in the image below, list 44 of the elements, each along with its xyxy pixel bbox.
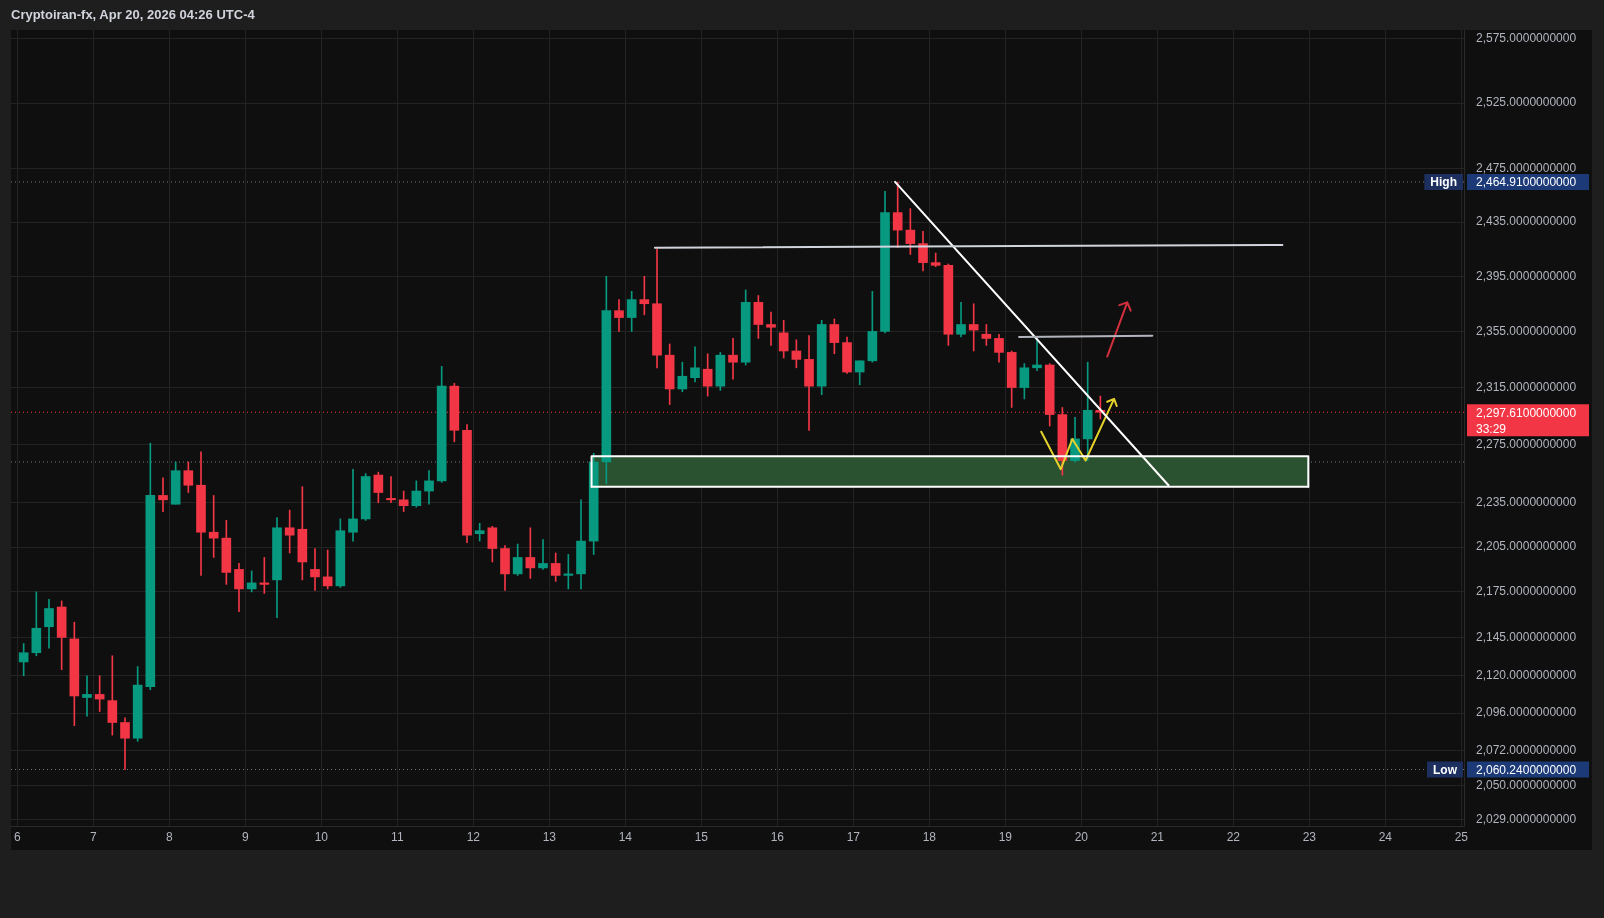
y-tick-label: 2,050.0000000000 — [1476, 778, 1577, 793]
x-tick-label: 15 — [694, 829, 709, 844]
y-tick-label: 2,235.0000000000 — [1476, 495, 1577, 510]
y-tick-label: 2,435.0000000000 — [1476, 214, 1577, 229]
y-tick-label: 2,120.0000000000 — [1476, 668, 1577, 683]
x-tick-label: 18 — [922, 829, 937, 844]
x-tick-label: 10 — [314, 829, 329, 844]
y-tick-label: 2,029.0000000000 — [1476, 811, 1577, 826]
y-tick-label: 2,315.0000000000 — [1476, 379, 1577, 394]
x-tick-label: 6 — [13, 829, 21, 844]
chart-title: Cryptoiran-fx, Apr 20, 2026 04:26 UTC-4 — [11, 7, 255, 22]
y-tick-label: 2,205.0000000000 — [1476, 539, 1577, 554]
x-tick-label: 20 — [1074, 829, 1089, 844]
x-tick-label: 16 — [770, 829, 785, 844]
x-tick-label: 25 — [1454, 829, 1469, 844]
y-tick-label: 2,145.0000000000 — [1476, 629, 1577, 644]
y-tick-label: 2,575.0000000000 — [1476, 31, 1577, 46]
x-tick-label: 9 — [241, 829, 249, 844]
annotation: 33:29 — [1476, 421, 1507, 436]
y-tick-label: 2,175.0000000000 — [1476, 584, 1577, 599]
x-tick-label: 23 — [1302, 829, 1317, 844]
x-tick-label: 14 — [618, 829, 633, 844]
y-tick-label: 2,395.0000000000 — [1476, 268, 1577, 283]
x-tick-label: 19 — [998, 829, 1013, 844]
annotation: 2,464.9100000000 — [1476, 175, 1577, 190]
y-tick-label: 2,275.0000000000 — [1476, 436, 1577, 451]
x-tick-label: 8 — [165, 829, 173, 844]
ref-line-label: High — [1430, 175, 1458, 190]
x-tick-label: 11 — [391, 829, 404, 844]
y-tick-label: 2,096.0000000000 — [1476, 705, 1577, 720]
ref-line-label: Low — [1433, 762, 1458, 777]
x-tick-label: 17 — [846, 829, 861, 844]
y-tick-label: 2,072.0000000000 — [1476, 743, 1577, 758]
x-tick-label: 12 — [466, 829, 481, 844]
y-tick-label: 2,355.0000000000 — [1476, 323, 1577, 338]
x-tick-label: 24 — [1378, 829, 1393, 844]
annotation: 2,060.2400000000 — [1476, 762, 1577, 777]
y-tick-label: 2,475.0000000000 — [1476, 160, 1577, 175]
annotation: 2,297.6100000000 — [1476, 405, 1577, 420]
x-tick-label: 13 — [542, 829, 557, 844]
y-tick-label: 2,525.0000000000 — [1476, 95, 1577, 110]
x-tick-label: 21 — [1150, 829, 1165, 844]
x-tick-label: 7 — [89, 829, 97, 844]
x-tick-label: 22 — [1226, 829, 1241, 844]
